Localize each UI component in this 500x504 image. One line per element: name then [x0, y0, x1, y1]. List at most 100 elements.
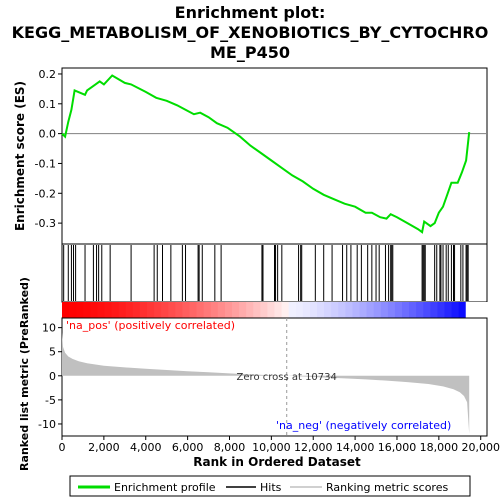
color-bar-segment: [324, 302, 332, 318]
color-bar-segment: [345, 302, 353, 318]
color-bar-segment: [267, 302, 275, 318]
color-bar-segment: [104, 302, 113, 318]
metric-y-tick-label: 10: [42, 322, 56, 335]
color-bar-segment: [125, 302, 134, 318]
color-bar-segment: [189, 302, 198, 318]
color-bar-segment: [444, 302, 453, 318]
color-bar-segment: [366, 302, 375, 318]
color-bar-segment: [154, 302, 162, 318]
chart-title-line-3: ME_P450: [210, 43, 290, 62]
metric-y-tick-label: -5: [45, 394, 56, 407]
x-tick-label: 10,000: [252, 441, 291, 454]
color-bar-segment: [76, 302, 84, 318]
color-bar-segment: [479, 302, 488, 318]
chart-title-line-1: Enrichment plot:: [175, 3, 326, 22]
color-bar-segment: [295, 302, 304, 318]
color-bar-segment: [69, 302, 77, 318]
color-bar-segment: [281, 302, 290, 318]
es-y-axis: 0.2 0.1 0.0 -0.1 -0.2 -0.3: [35, 68, 62, 230]
color-bar-segment: [472, 302, 481, 318]
es-y-axis-label: Enrichment score (ES): [13, 81, 27, 231]
color-bar-segment: [331, 302, 339, 318]
color-bar-segment: [217, 302, 226, 318]
color-bar-segment: [132, 302, 141, 318]
legend-frame: [69, 475, 471, 497]
hits-marks: [63, 245, 469, 301]
chart-title-line-2: KEGG_METABOLISM_OF_XENOBIOTICS_BY_CYTOCH…: [12, 23, 489, 42]
color-bar-segment: [182, 302, 190, 318]
color-bar-segment: [387, 302, 396, 318]
es-y-tick-label: -0.1: [35, 157, 56, 170]
color-bar-segment: [274, 302, 283, 318]
color-bar-segment: [430, 302, 438, 318]
color-bar-segment: [394, 302, 403, 318]
es-y-tick-label: 0.1: [39, 98, 57, 111]
x-tick-label: 12,000: [294, 441, 333, 454]
color-bar-segment: [302, 302, 311, 318]
x-tick-label: 18,000: [420, 441, 459, 454]
color-bar-segment: [62, 302, 70, 318]
color-bar-segment: [437, 302, 445, 318]
color-bar-segment: [352, 302, 360, 318]
color-bar-segment: [359, 302, 368, 318]
color-bar-segment: [409, 302, 417, 318]
color-bar-segment: [111, 302, 120, 318]
es-y-tick-label: -0.3: [35, 217, 56, 230]
color-bar-segment: [317, 302, 325, 318]
color-bar-segment: [97, 302, 105, 318]
color-bar-segment: [380, 302, 389, 318]
x-tick-label: 16,000: [378, 441, 417, 454]
color-bar-segment: [224, 302, 233, 318]
x-tick-label: 6,000: [172, 441, 204, 454]
color-bar-segment: [416, 302, 424, 318]
color-bar-segment: [175, 302, 183, 318]
color-bar-segment: [168, 302, 176, 318]
metric-y-tick-label: 0: [49, 370, 56, 383]
color-bar-segment: [232, 302, 240, 318]
x-tick-label: 8,000: [214, 441, 246, 454]
color-bar-segment: [253, 302, 261, 318]
color-bar-segment: [260, 302, 268, 318]
enrichment-profile-line: [61, 74, 471, 234]
metric-panel: 10 5 0 -5 -10 'na_pos' (positively correlate…: [18, 277, 488, 471]
negative-correlated-label: 'na_neg' (negatively correlated): [276, 419, 451, 432]
color-bar-segment: [196, 302, 205, 318]
hits-panel: [61, 243, 488, 303]
color-bar-segment: [203, 302, 212, 318]
color-bar-segment: [239, 302, 247, 318]
x-tick-label: 0: [59, 441, 66, 454]
color-bar-segment: [147, 302, 155, 318]
color-bar-segment: [83, 302, 91, 318]
es-panel: 0.2 0.1 0.0 -0.1 -0.2 -0.3 Enrichment score (…: [13, 67, 488, 245]
color-bar-segment: [90, 302, 98, 318]
legend-label-enrichment-profile: Enrichment profile: [114, 481, 216, 494]
color-bar-segment: [338, 302, 346, 318]
x-tick-label: 4,000: [130, 441, 162, 454]
color-bar-segment: [309, 302, 318, 318]
metric-y-tick-label: 5: [49, 346, 56, 359]
x-tick-label: 2,000: [88, 441, 120, 454]
es-panel-frame: [61, 67, 488, 245]
metric-y-axis: 10 5 0 -5 -10: [38, 322, 62, 431]
es-y-tick-label: 0.0: [39, 128, 57, 141]
x-tick-label: 20,000: [461, 441, 500, 454]
color-bar-segment: [210, 302, 219, 318]
color-bar-segment: [288, 302, 297, 318]
color-bar-segment: [246, 302, 254, 318]
positive-correlated-label: 'na_pos' (positively correlated): [66, 319, 235, 332]
x-axis-label: Rank in Ordered Dataset: [193, 455, 361, 469]
color-bar-segment: [458, 302, 467, 318]
x-axis: 0 2,000 4,000 6,000 8,000 10,000 12,000 14,000 1…: [59, 436, 500, 454]
x-tick-label: 14,000: [336, 441, 375, 454]
color-bar-segment: [161, 302, 169, 318]
color-bar-segment: [118, 302, 127, 318]
legend-label-ranking-metric-scores: Ranking metric scores: [326, 481, 448, 494]
color-bar-segment: [373, 302, 382, 318]
color-bar-segment: [139, 302, 148, 318]
es-y-tick-label: -0.2: [35, 187, 56, 200]
color-bar-segment: [465, 302, 474, 318]
es-y-tick-label: 0.2: [39, 68, 57, 81]
color-bar-segment: [451, 302, 460, 318]
